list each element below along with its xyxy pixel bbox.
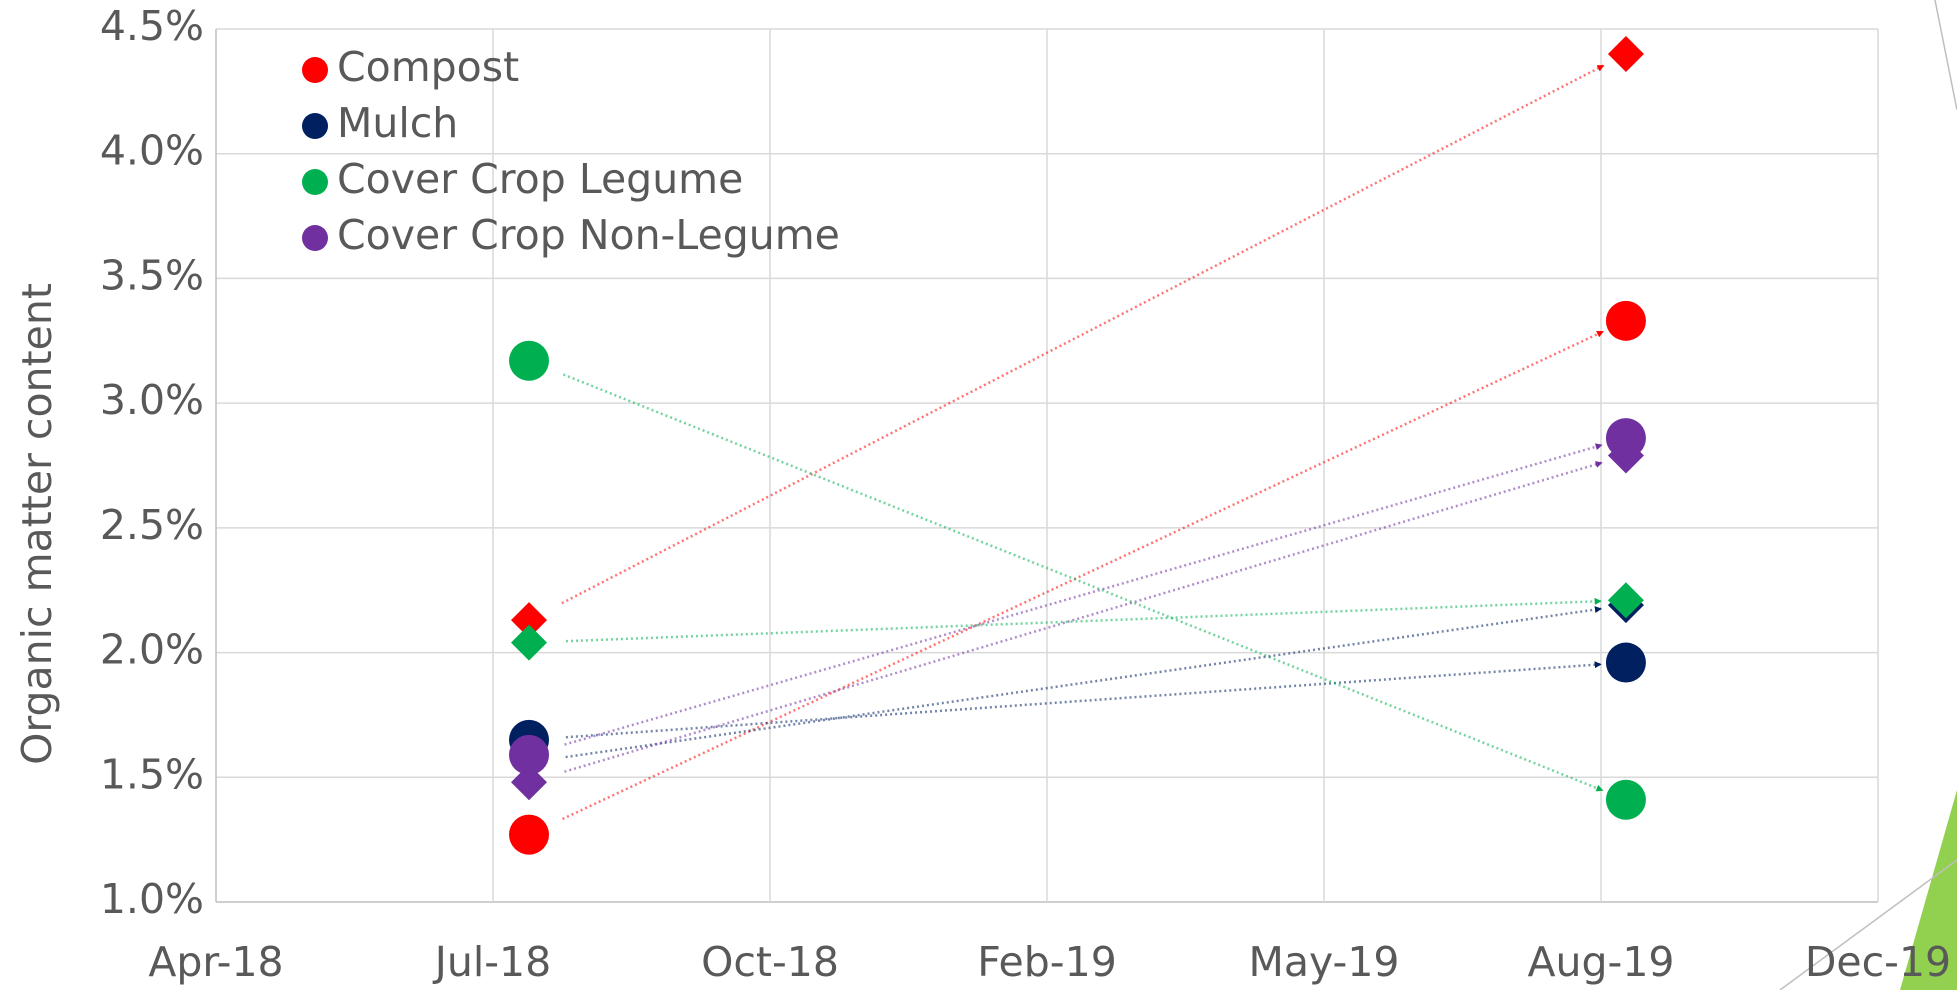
y-axis-label: Organic matter content xyxy=(13,283,61,765)
point xyxy=(1605,779,1646,820)
y-tick-label: 2.0% xyxy=(100,626,204,674)
point xyxy=(1607,35,1644,72)
y-tick-label: 1.0% xyxy=(100,875,204,923)
legend-label: Cover Crop Legume xyxy=(337,155,743,203)
legend-marker xyxy=(302,169,328,195)
connector-arrow xyxy=(564,461,1603,773)
point xyxy=(511,764,548,801)
point xyxy=(511,624,548,661)
decoration-line xyxy=(1779,859,1957,990)
connector-arrow xyxy=(562,373,1604,792)
point xyxy=(509,340,550,381)
connector-arrow xyxy=(565,606,1602,759)
legend-label: Cover Crop Non-Legume xyxy=(337,211,840,259)
point xyxy=(1605,418,1646,459)
y-tick-label: 2.5% xyxy=(100,501,204,549)
x-tick-label: Apr-18 xyxy=(148,938,283,986)
point xyxy=(1605,642,1646,683)
y-tick-label: 3.0% xyxy=(100,376,204,424)
x-tick-label: Dec-19 xyxy=(1805,938,1951,986)
connector-arrow xyxy=(561,330,1604,821)
x-tick-label: Feb-19 xyxy=(977,938,1117,986)
point xyxy=(1605,300,1646,341)
connector-arrow xyxy=(565,661,1602,739)
y-tick-label: 4.0% xyxy=(100,127,204,175)
point xyxy=(1607,582,1644,619)
decoration xyxy=(1900,790,1957,990)
connector-arrow xyxy=(565,597,1602,643)
legend-marker xyxy=(302,57,328,83)
y-tick-label: 4.5% xyxy=(100,2,204,50)
y-tick-label: 1.5% xyxy=(100,750,204,798)
x-tick-label: May-19 xyxy=(1248,938,1399,986)
legend-marker xyxy=(302,225,328,251)
x-tick-label: Oct-18 xyxy=(701,938,839,986)
decoration-line xyxy=(1934,0,1957,111)
y-tick-label: 3.5% xyxy=(100,251,204,299)
legend-label: Mulch xyxy=(337,99,458,147)
x-tick-label: Aug-19 xyxy=(1527,938,1674,986)
legend-marker xyxy=(302,113,328,139)
legend-label: Compost xyxy=(337,43,519,91)
point xyxy=(509,814,550,855)
point xyxy=(509,734,550,775)
x-tick-label: Jul-18 xyxy=(432,938,551,986)
point xyxy=(511,602,548,639)
connector-arrow xyxy=(561,64,1605,605)
connector-arrow xyxy=(564,443,1603,746)
